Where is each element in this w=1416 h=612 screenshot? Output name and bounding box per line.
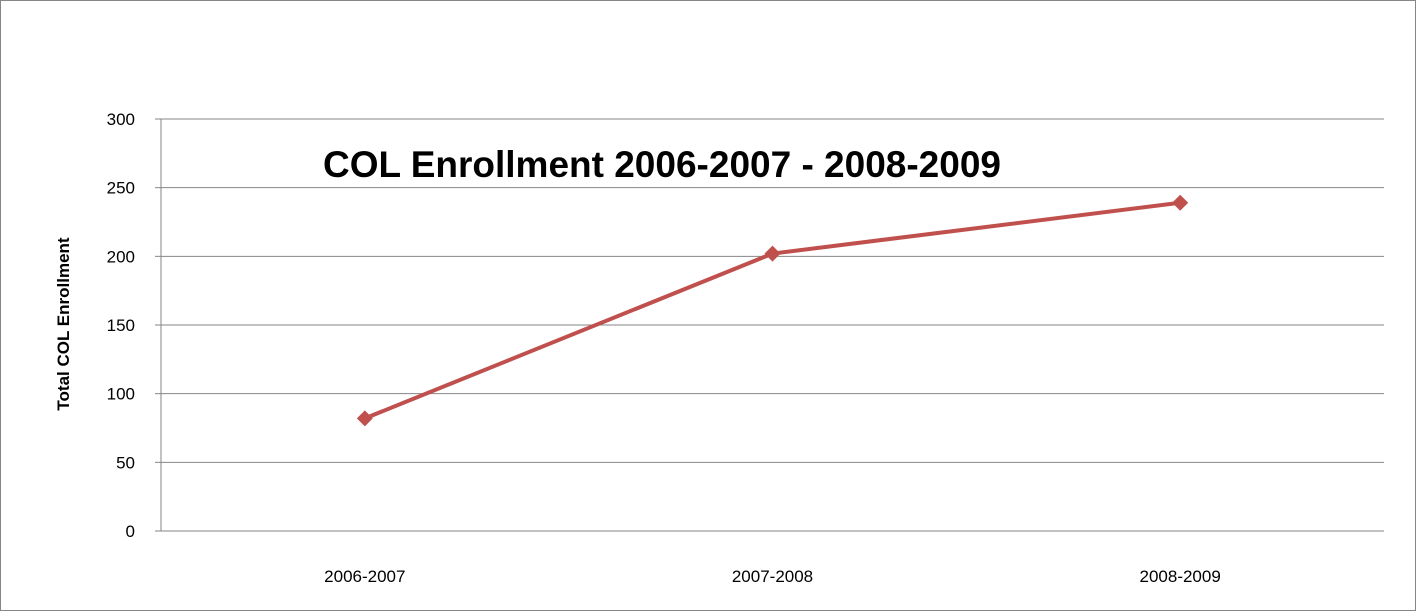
y-tick-label: 250 [107,179,135,198]
y-axis-label: Total COL Enrollment [54,237,73,410]
x-tick-label: 2008-2009 [1140,567,1221,586]
y-tick-label: 50 [116,453,135,472]
y-tick-label: 150 [107,316,135,335]
data-point-marker [764,245,781,262]
data-point-marker [356,410,373,427]
y-tick-label: 100 [107,385,135,404]
data-point-marker [1172,194,1189,211]
y-tick-label: 200 [107,247,135,266]
series-line [364,200,1181,421]
x-tick-label: 2006-2007 [324,567,405,586]
y-tick-label: 0 [126,522,135,541]
series-group [356,194,1189,427]
x-tick-label: 2007-2008 [732,567,813,586]
y-tick-label: 300 [107,110,135,129]
x-axis-ticks: 2006-2007 2007-2008 2008-2009 [324,567,1221,586]
y-axis-ticks: 0 50 100 150 200 250 300 [107,110,135,541]
chart-title: COL Enrollment 2006-2007 - 2008-2009 [323,144,1001,185]
